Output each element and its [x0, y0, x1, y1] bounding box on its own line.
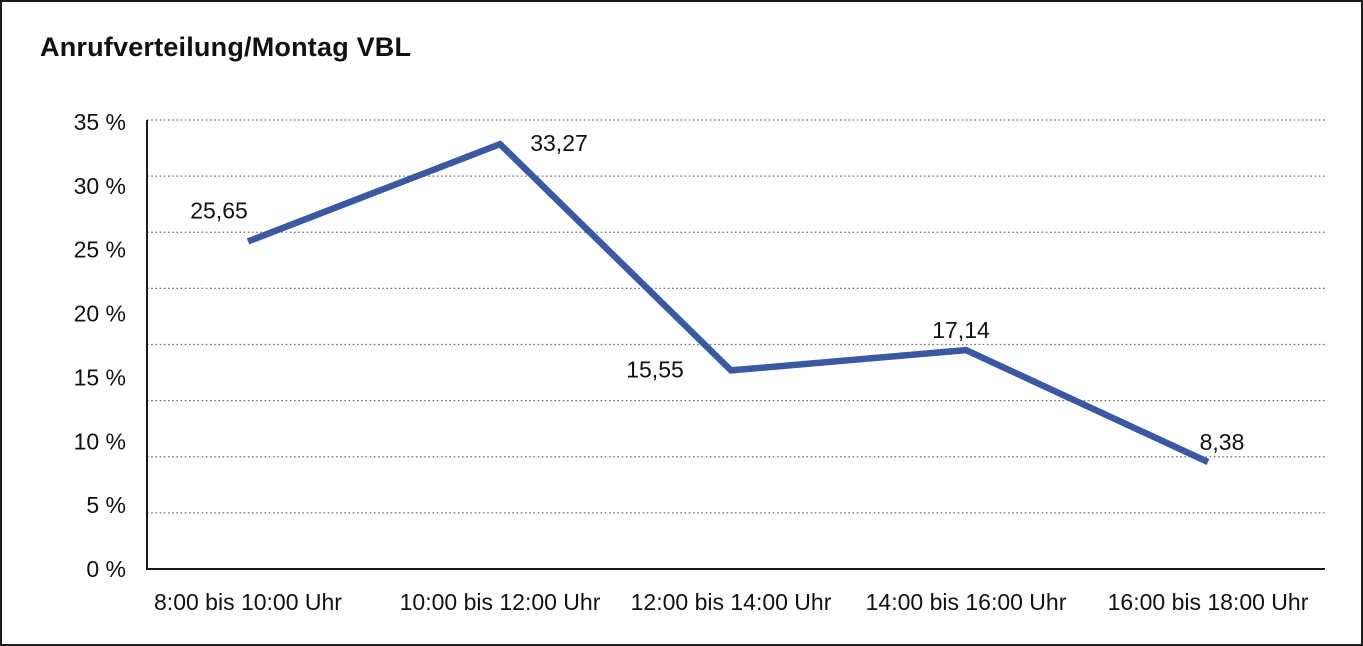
chart-title: Anrufverteilung/Montag VBL [40, 32, 412, 62]
data-series-line [246, 140, 1210, 465]
y-tick-label: 25 % [74, 237, 126, 263]
y-tick-label: 30 % [74, 173, 126, 199]
y-tick-label: 15 % [74, 364, 126, 390]
data-point-label: 25,65 [190, 197, 248, 223]
x-tick-label: 12:00 bis 14:00 Uhr [631, 589, 832, 615]
y-tick-label: 10 % [74, 428, 126, 454]
x-tick-label: 16:00 bis 18:00 Uhr [1108, 589, 1309, 615]
y-tick-label: 20 % [74, 301, 126, 327]
data-point-label: 8,38 [1200, 429, 1245, 455]
x-tick-label: 8:00 bis 10:00 Uhr [154, 589, 342, 615]
data-point-label: 33,27 [530, 130, 588, 156]
y-tick-label: 0 % [86, 556, 126, 582]
y-tick-label: 5 % [86, 492, 126, 518]
x-tick-label: 14:00 bis 16:00 Uhr [866, 589, 1067, 615]
data-point-label: 15,55 [626, 356, 684, 382]
data-point-label: 17,14 [932, 317, 990, 343]
y-tick-label: 35 % [74, 109, 126, 135]
x-tick-label: 10:00 bis 12:00 Uhr [400, 589, 601, 615]
